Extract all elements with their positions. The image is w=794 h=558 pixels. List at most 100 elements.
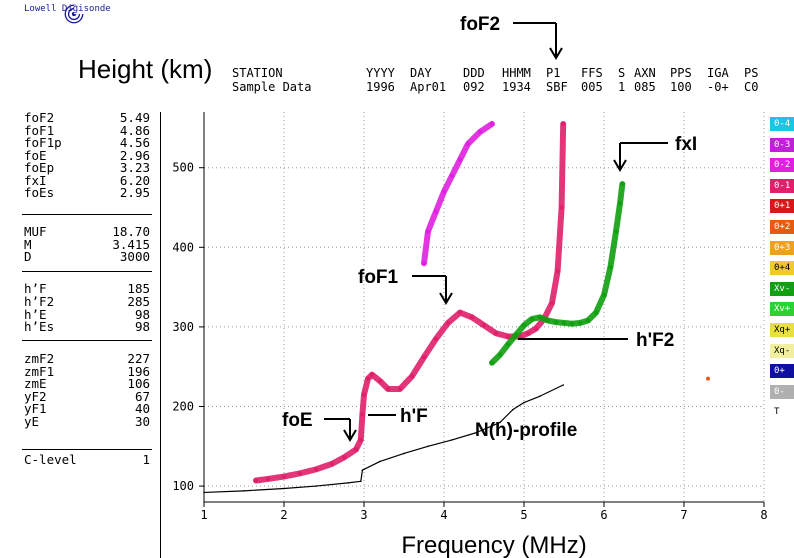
header-value-ddd: 092 (463, 80, 485, 94)
param-value: 18.70 (112, 224, 150, 239)
data-point (513, 332, 519, 338)
data-point (539, 395, 541, 397)
series-trace (421, 120, 495, 267)
legend-item: 0+4 (770, 261, 794, 276)
data-point (617, 201, 623, 206)
legend-item: 0-2 (770, 158, 794, 173)
data-point (203, 491, 205, 494)
data-point (585, 318, 591, 323)
data-point (297, 471, 303, 476)
data-point (512, 408, 514, 411)
header-value-hhmm: 1934 (502, 80, 531, 94)
data-point (457, 157, 463, 162)
data-point (481, 323, 487, 328)
param-value: 98 (134, 319, 150, 334)
data-point (561, 320, 567, 326)
param-label: zmF1 (24, 363, 55, 379)
data-point (465, 141, 471, 147)
data-point (315, 485, 317, 487)
data-point (601, 292, 607, 298)
param-value: 98 (134, 306, 150, 322)
param-label: foEs (24, 185, 55, 200)
header-value-ffs: 005 (581, 80, 603, 94)
data-point (377, 378, 383, 384)
data-point (613, 229, 619, 234)
legend-item: Xq- (770, 343, 794, 358)
logo-text: Lowell Digisonde (24, 4, 111, 14)
data-point (561, 121, 566, 127)
data-point (525, 331, 531, 336)
param-value: 106 (127, 376, 150, 391)
y-tick-label: 300 (172, 320, 194, 334)
annotation-arrow (549, 47, 563, 60)
header-label-yyyy: YYYY (366, 66, 395, 80)
data-point (505, 334, 511, 339)
param-row: MUF 18.70 (24, 224, 150, 239)
param-value: 185 (127, 281, 150, 296)
data-point (449, 173, 455, 178)
param-row: foF1 4.86 (24, 122, 150, 138)
data-point (469, 315, 475, 320)
data-point (329, 461, 335, 466)
param-label: foF1 (24, 122, 55, 138)
data-point (497, 352, 503, 357)
param-label: h’F2 (24, 294, 55, 309)
param-row: foEp 3.23 (24, 160, 150, 175)
param-label: h’E (24, 306, 47, 322)
data-point (361, 392, 367, 397)
annotation-foF2: foF2 (460, 14, 500, 35)
header-value-pps: 100 (670, 80, 692, 94)
data-point (369, 372, 375, 377)
x-axis-title: Frequency (MHz) (401, 532, 586, 558)
y-tick-label: 100 (172, 479, 194, 493)
x-tick-label: 3 (360, 508, 367, 522)
data-point (475, 431, 477, 434)
annotation-foF1: foF1 (358, 267, 399, 288)
data-point (427, 445, 429, 448)
param-value: 67 (134, 388, 150, 404)
param-value: 196 (127, 363, 150, 379)
param-row: h’Es 98 (24, 319, 150, 334)
param-label: foEp (24, 160, 55, 175)
param-label: C-level (24, 452, 77, 467)
param-row: foEs 2.95 (24, 185, 150, 200)
data-point (403, 452, 405, 455)
data-point (537, 315, 543, 320)
param-row: zmE 106 (24, 376, 150, 391)
x-tick-label: 4 (440, 508, 447, 522)
data-point (341, 455, 347, 460)
data-point (457, 310, 463, 315)
data-point (313, 467, 319, 472)
param-label: yF1 (24, 401, 47, 416)
data-point (545, 318, 551, 323)
header-label-ddd: DDD (463, 66, 485, 80)
param-value: 285 (127, 294, 150, 309)
annotation-arrow (439, 292, 453, 305)
param-label: M (24, 236, 32, 252)
data-point (353, 447, 359, 452)
y-tick-label: 200 (172, 399, 194, 413)
data-point (253, 478, 259, 483)
data-point (409, 374, 415, 379)
param-label: zmE (24, 376, 47, 391)
table-divider (22, 271, 152, 272)
x-tick-label: 7 (680, 508, 687, 522)
header-value-s: 1 (618, 80, 626, 94)
param-label: yE (24, 413, 40, 429)
data-point (265, 476, 271, 482)
header-label-hhmm: HHMM (502, 66, 531, 80)
data-point (523, 401, 525, 404)
param-label: foF2 (24, 110, 55, 125)
data-point (397, 386, 403, 392)
param-row: foE 2.96 (24, 148, 150, 163)
header-value-station: Sample Data (232, 80, 312, 94)
data-point (489, 121, 495, 127)
legend-item: 0+ (770, 364, 794, 379)
data-point (441, 189, 447, 194)
param-row: h’E 98 (24, 306, 150, 322)
data-point (433, 336, 439, 342)
header-label-pps: PPS (670, 66, 692, 80)
param-value: 4.56 (119, 135, 150, 150)
data-point (608, 265, 613, 270)
digisonde-logo (64, 4, 84, 24)
